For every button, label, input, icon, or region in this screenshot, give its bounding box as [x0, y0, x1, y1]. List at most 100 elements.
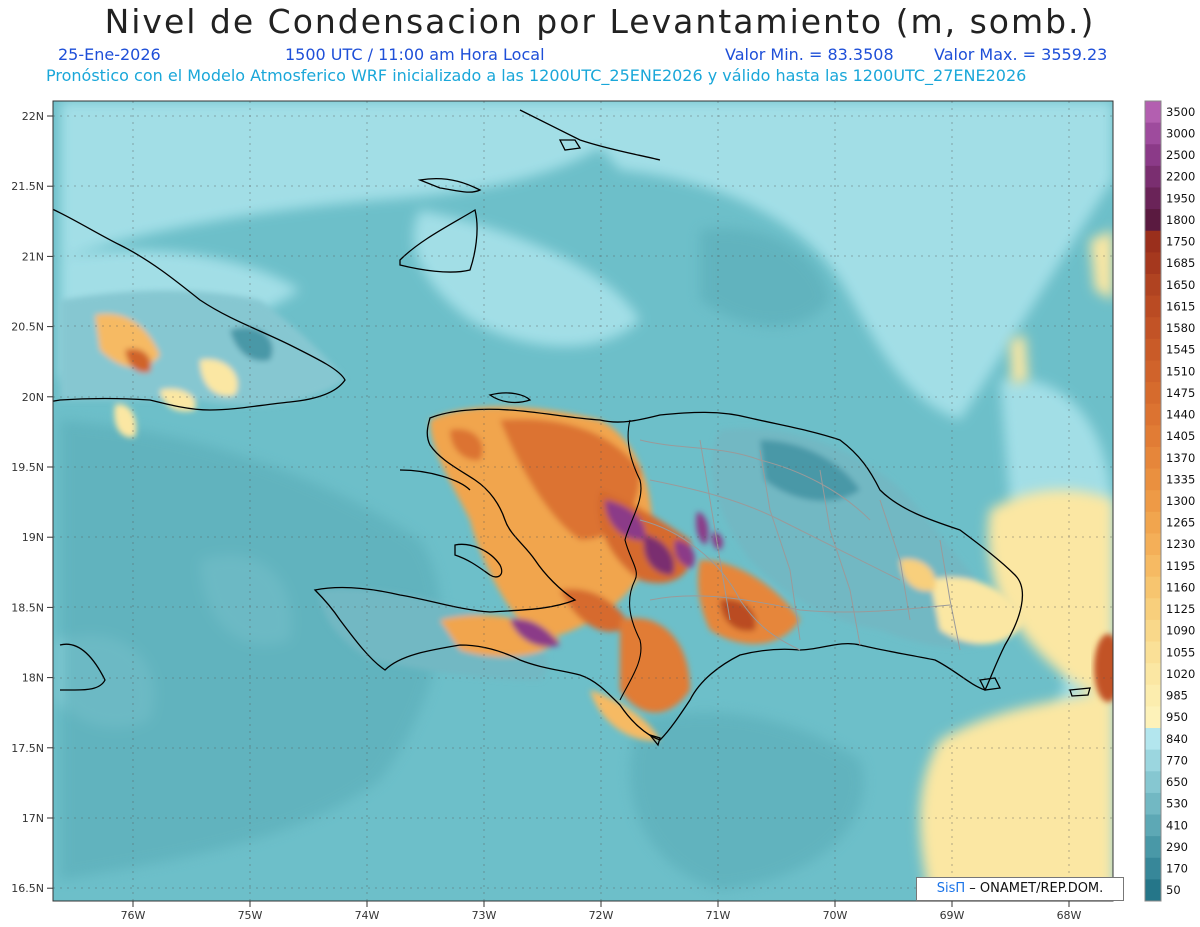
- colorbar: 3500 3000 2500 2200 1950 1800 1750 1685 1650 1615…: [1144, 100, 1195, 902]
- colorbar-label: 1125: [1166, 602, 1195, 616]
- colorbar-label: 1370: [1166, 451, 1195, 465]
- colorbar-label: 1230: [1166, 537, 1195, 551]
- colorbar-label: 1300: [1166, 494, 1195, 508]
- lat-tick-label: 19N: [22, 531, 44, 544]
- credit-box: SisΠ – ONAMET/REP.DOM.: [916, 877, 1124, 901]
- province-borders: [639, 439, 961, 651]
- colorbar-swatch: [1145, 879, 1161, 902]
- colorbar-swatch: [1145, 425, 1161, 448]
- colorbar-label: 290: [1166, 840, 1188, 854]
- colorbar-label: 1335: [1166, 472, 1195, 486]
- colorbar-swatch: [1145, 252, 1161, 275]
- colorbar-swatch: [1145, 446, 1161, 470]
- colorbar-label: 770: [1166, 753, 1188, 767]
- colorbar-swatch: [1145, 663, 1161, 686]
- colorbar-label: 1800: [1166, 213, 1195, 227]
- colorbar-label: 1580: [1166, 321, 1195, 335]
- colorbar-label: 840: [1166, 732, 1188, 746]
- colorbar-swatch: [1145, 468, 1161, 491]
- colorbar-swatch: [1145, 814, 1161, 837]
- colorbar-swatch: [1145, 619, 1161, 643]
- colorbar-label: 1750: [1166, 235, 1195, 249]
- colorbar-swatch: [1145, 792, 1161, 816]
- colorbar-label: 170: [1166, 862, 1188, 876]
- colorbar-swatch: [1145, 122, 1161, 145]
- colorbar-label: 1950: [1166, 191, 1195, 205]
- lon-tick-label: 73W: [472, 909, 497, 922]
- colorbar-swatch: [1145, 511, 1161, 534]
- colorbar-label: 50: [1166, 883, 1181, 897]
- lat-tick-label: 17N: [22, 812, 44, 825]
- lat-tick-label: 19.5N: [11, 461, 44, 474]
- lon-tick-label: 76W: [121, 909, 146, 922]
- lon-tick-label: 72W: [589, 909, 614, 922]
- colorbar-swatch: [1145, 317, 1161, 340]
- credit-text: – ONAMET/REP.DOM.: [969, 881, 1104, 896]
- colorbar-swatch: [1145, 490, 1161, 513]
- colorbar-label: 1615: [1166, 299, 1195, 313]
- colorbar-swatch: [1145, 165, 1161, 188]
- colorbar-swatch: [1145, 209, 1161, 232]
- latitude-axis: 22N 21.5N 21N 20.5N 20N 19.5N 19N 18.5N 18N 17.5N…: [11, 110, 53, 895]
- chart-title: Nivel de Condensacion por Levantamiento …: [104, 2, 1096, 41]
- cuba-shading: [60, 290, 345, 438]
- colorbar-swatch: [1145, 771, 1161, 794]
- colorbar-label: 1090: [1166, 624, 1195, 638]
- colorbar-swatch: [1145, 273, 1161, 297]
- colorbar-swatch: [1145, 187, 1161, 210]
- colorbar-label: 3000: [1166, 126, 1195, 140]
- hispaniola-shading: [320, 406, 1025, 741]
- colorbar-swatch: [1145, 533, 1161, 556]
- coastlines: [53, 109, 1091, 747]
- lon-tick-label: 69W: [940, 909, 965, 922]
- plot-frame: [52, 100, 1114, 902]
- colorbar-swatch: [1145, 576, 1161, 599]
- colorbar-frame: [1144, 100, 1162, 902]
- colorbar-label: 530: [1166, 797, 1188, 811]
- colorbar-label: 1265: [1166, 516, 1195, 530]
- colorbar-label: 1160: [1166, 580, 1195, 594]
- colorbar-swatch: [1145, 706, 1161, 729]
- colorbar-label: 1440: [1166, 408, 1195, 422]
- colorbar-label: 2500: [1166, 148, 1195, 162]
- colorbar-label: 1475: [1166, 386, 1195, 400]
- lat-tick-label: 17.5N: [11, 742, 44, 755]
- colorbar-label: 1685: [1166, 256, 1195, 270]
- forecast-info: Pronóstico con el Modelo Atmosferico WRF…: [46, 66, 1027, 85]
- lon-tick-label: 75W: [238, 909, 263, 922]
- colorbar-swatch: [1145, 857, 1161, 880]
- colorbar-swatch: [1145, 338, 1161, 361]
- lat-tick-label: 18N: [22, 672, 44, 685]
- colorbar-label: 650: [1166, 775, 1188, 789]
- lat-tick-label: 22N: [22, 110, 44, 123]
- colorbar-label: 2200: [1166, 170, 1195, 184]
- colorbar-swatch: [1145, 295, 1161, 318]
- lon-tick-label: 68W: [1057, 909, 1082, 922]
- colorbar-swatch: [1145, 684, 1161, 707]
- colorbar-swatch: [1145, 144, 1161, 167]
- forecast-time: 1500 UTC / 11:00 am Hora Local: [285, 45, 545, 64]
- colorbar-label: 950: [1166, 710, 1188, 724]
- colorbar-label: 1055: [1166, 645, 1195, 659]
- colorbar-label: 1195: [1166, 559, 1195, 573]
- lat-tick-label: 21.5N: [11, 180, 44, 193]
- lat-tick-label: 18.5N: [11, 601, 44, 614]
- min-value: Valor Min. = 83.3508: [725, 45, 894, 64]
- colorbar-swatch: [1145, 598, 1161, 621]
- colorbar-swatch: [1145, 836, 1161, 859]
- longitude-axis: 76W 75W 74W 73W 72W 71W 70W 69W 68W: [121, 901, 1082, 922]
- colorbar-swatch: [1145, 101, 1161, 124]
- forecast-date: 25-Ene-2026: [58, 45, 161, 64]
- colorbar-label: 1650: [1166, 278, 1195, 292]
- graticule: [53, 101, 1113, 901]
- sispi-logo: SisΠ: [936, 881, 966, 896]
- colorbar-swatch: [1145, 403, 1161, 426]
- colorbar-swatch: [1145, 382, 1161, 405]
- colorbar-label: 1405: [1166, 429, 1195, 443]
- colorbar-swatch: [1145, 360, 1161, 383]
- colorbar-swatch: [1145, 749, 1161, 772]
- colorbar-label: 985: [1166, 689, 1188, 703]
- max-value: Valor Max. = 3559.23: [934, 45, 1108, 64]
- colorbar-label: 3500: [1166, 105, 1195, 119]
